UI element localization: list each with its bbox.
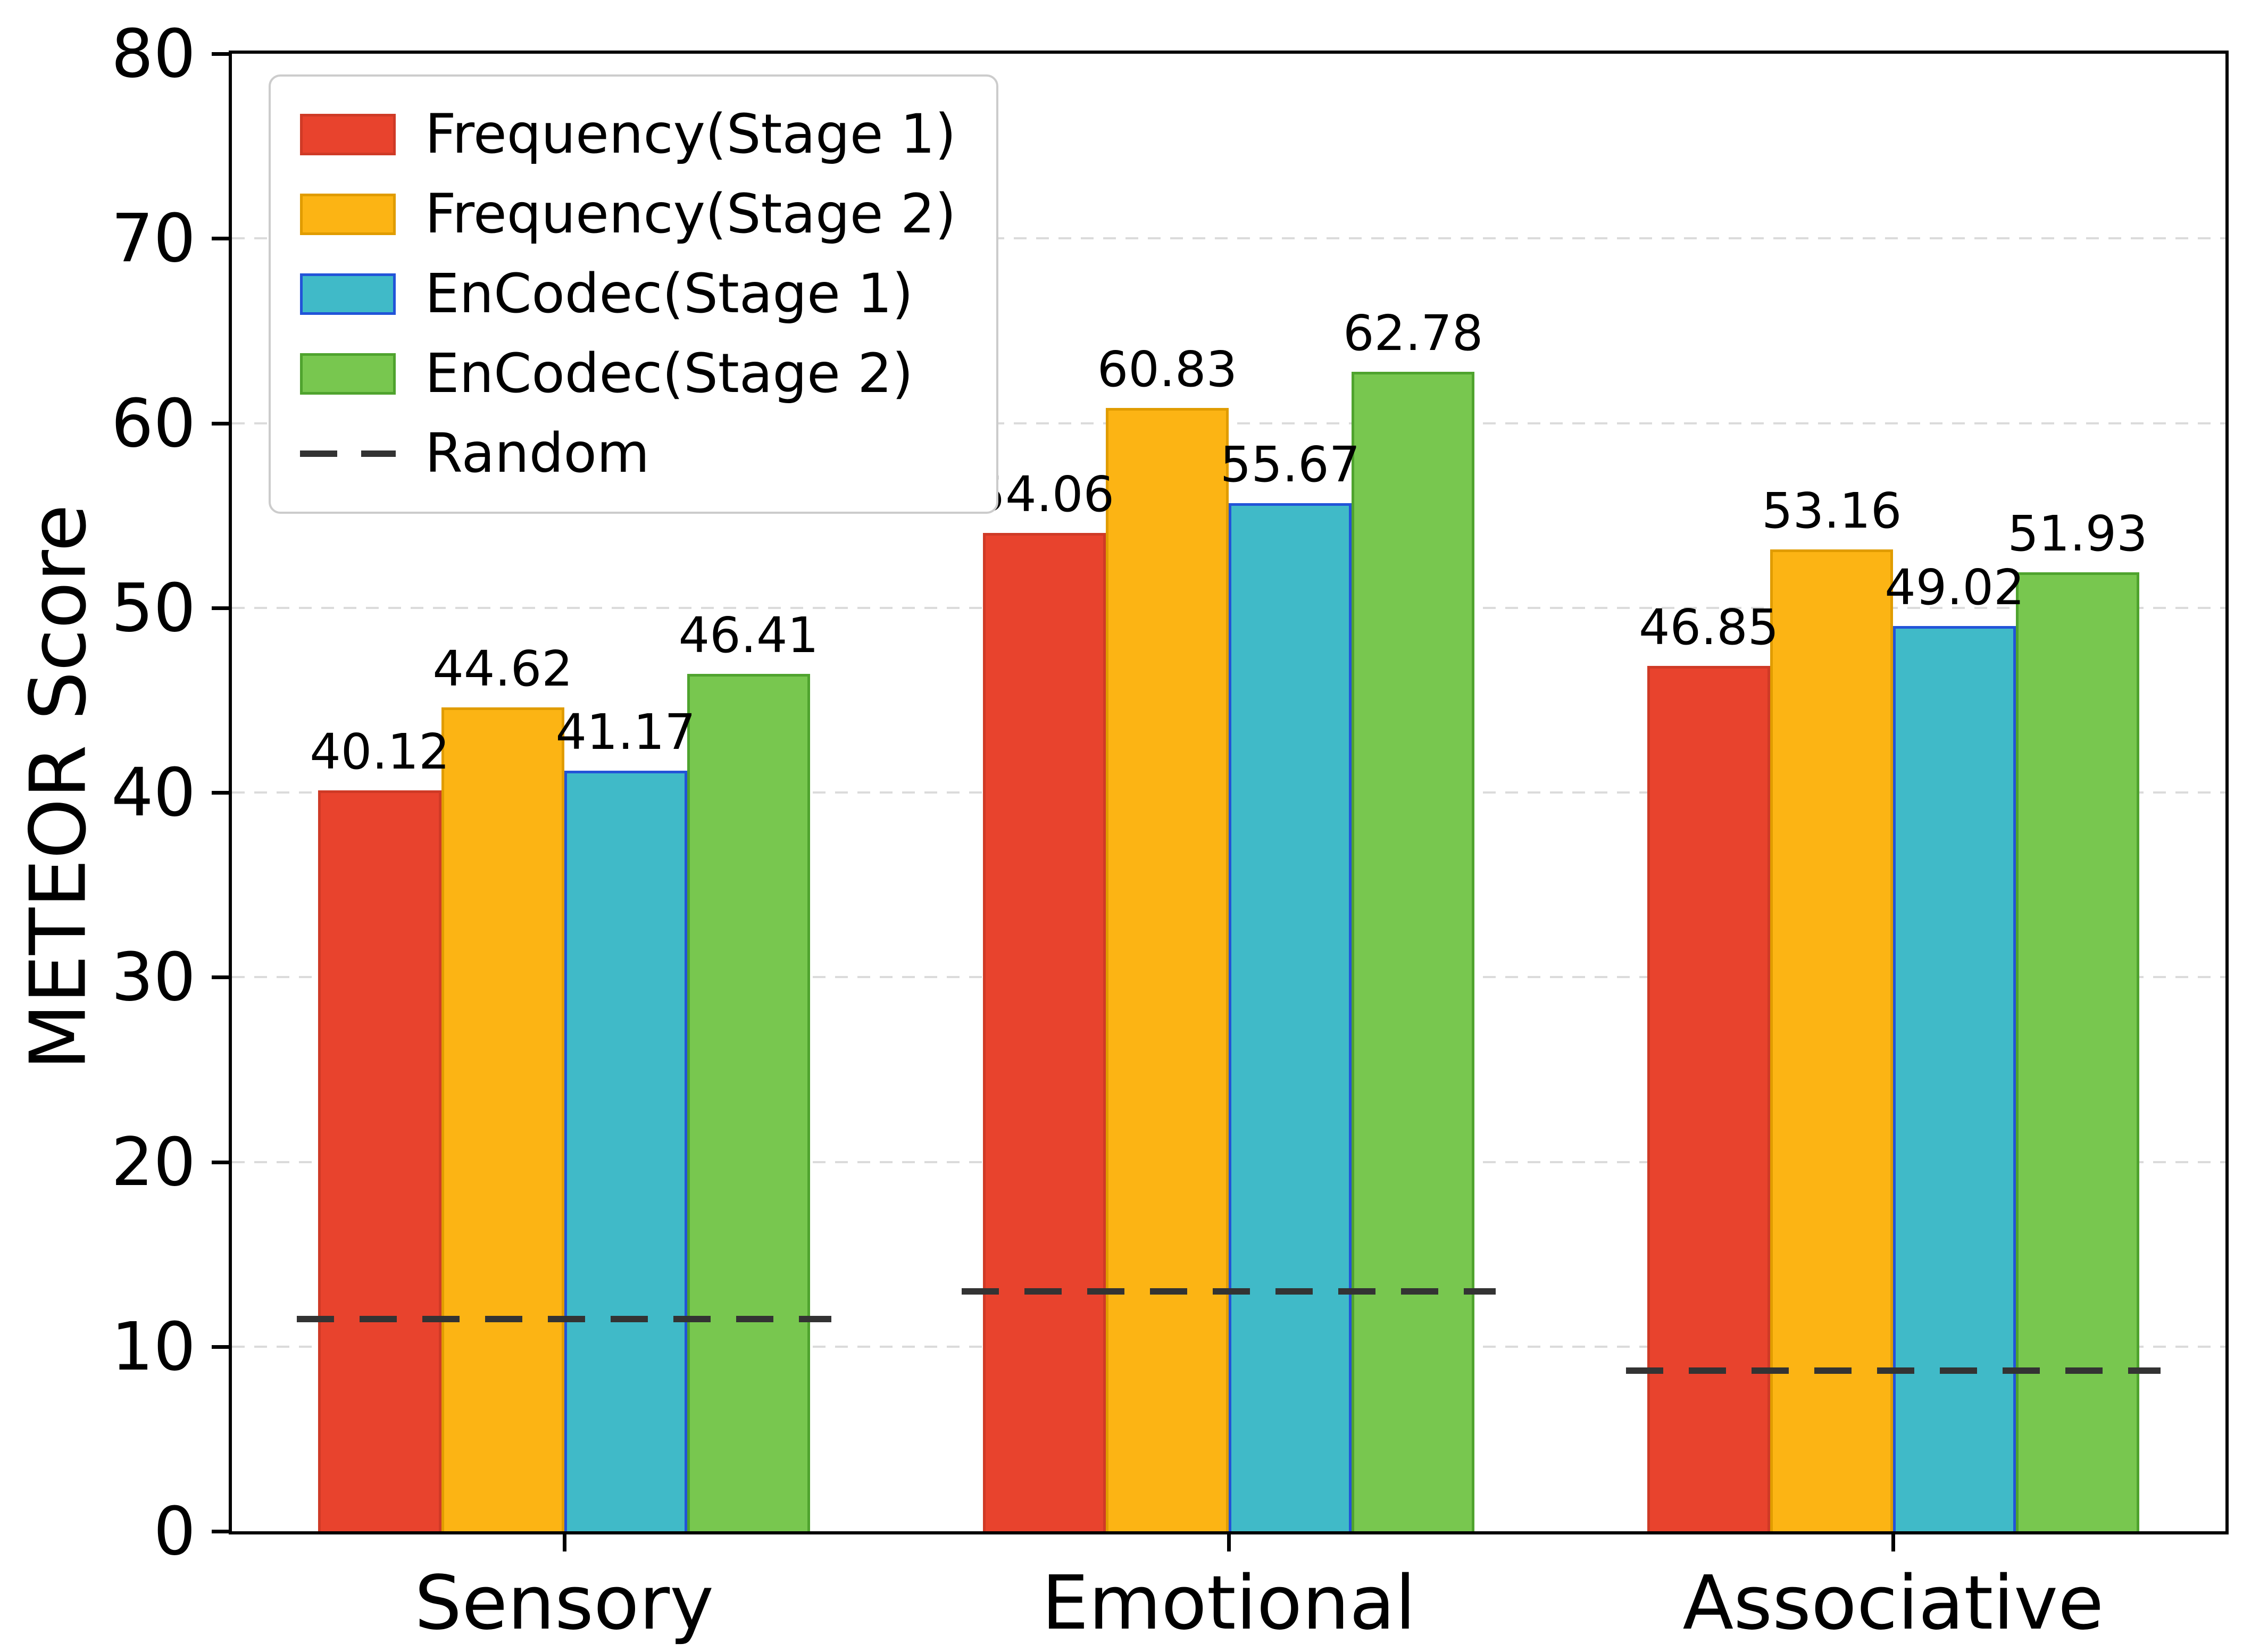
- plot-area: 40.12 44.62 41.17 46.41 54.06 60.83 55.67 62.78…: [229, 51, 2229, 1534]
- bar-value-label: 62.78: [1343, 304, 1483, 362]
- bar-value-label: 49.02: [1885, 558, 2025, 616]
- y-tick: [212, 1530, 229, 1533]
- x-tick-label: Emotional: [1041, 1560, 1416, 1647]
- bar-value-label: 51.93: [2007, 505, 2148, 562]
- y-tick: [212, 237, 229, 241]
- x-tick: [1891, 1534, 1896, 1551]
- legend-dash-swatch: [300, 450, 396, 457]
- x-tick: [562, 1534, 566, 1551]
- bar-value-label: 46.41: [678, 607, 819, 664]
- bar-encodec-stage-2-associative: [2016, 572, 2139, 1531]
- y-tick: [212, 421, 229, 425]
- bar-encodec-stage-2-emotional: [1352, 371, 1475, 1531]
- random-line-associative: [1626, 1367, 2161, 1374]
- x-tick-label: Sensory: [414, 1560, 714, 1647]
- gridline: [232, 422, 2225, 424]
- y-tick: [212, 975, 229, 980]
- bar-value-label: 55.67: [1220, 436, 1361, 493]
- legend-item-encodec-stage-1: EnCodec(Stage 1): [300, 257, 956, 331]
- y-tick-label: 60: [111, 385, 196, 462]
- legend: Frequency(Stage 1) Frequency(Stage 2) EnCo…: [269, 74, 998, 514]
- random-line-emotional: [961, 1288, 1496, 1295]
- bar-value-label: 40.12: [310, 723, 450, 780]
- legend-label: Frequency(Stage 1): [425, 103, 956, 166]
- legend-swatch-frequency-stage-1: [300, 114, 396, 155]
- legend-item-encodec-stage-2: EnCodec(Stage 2): [300, 337, 956, 411]
- gridline: [232, 237, 2225, 240]
- bar-encodec-stage-1-emotional: [1229, 503, 1352, 1531]
- bar-value-label: 60.83: [1097, 340, 1238, 398]
- y-tick-label: 40: [111, 754, 196, 831]
- bar-encodec-stage-1-associative: [1893, 625, 2016, 1531]
- y-tick: [212, 1160, 229, 1164]
- y-tick-label: 30: [111, 939, 196, 1016]
- y-tick: [212, 791, 229, 795]
- bar-frequency-stage-1-associative: [1647, 666, 1771, 1531]
- y-tick-label: 0: [153, 1493, 196, 1570]
- bar-encodec-stage-2-sensory: [687, 674, 810, 1531]
- y-tick: [212, 1345, 229, 1349]
- bar-frequency-stage-2-emotional: [1105, 407, 1229, 1531]
- y-tick-label: 80: [111, 15, 196, 93]
- legend-label: Frequency(Stage 2): [425, 182, 956, 246]
- y-tick: [212, 606, 229, 610]
- legend-item-frequency-stage-2: Frequency(Stage 2): [300, 178, 956, 251]
- y-tick-label: 70: [111, 200, 196, 278]
- x-tick: [1227, 1534, 1231, 1551]
- y-tick-label: 10: [111, 1308, 196, 1386]
- legend-swatch-encodec-stage-2: [300, 353, 396, 395]
- bar-value-label: 41.17: [555, 704, 696, 761]
- legend-item-frequency-stage-1: Frequency(Stage 1): [300, 98, 956, 171]
- bar-frequency-stage-1-sensory: [318, 790, 441, 1531]
- legend-item-random: Random: [300, 417, 956, 490]
- y-tick-label: 20: [111, 1123, 196, 1201]
- bar-value-label: 44.62: [432, 640, 573, 697]
- bar-frequency-stage-2-sensory: [441, 707, 564, 1531]
- x-tick-label: Associative: [1682, 1560, 2104, 1647]
- y-tick: [212, 52, 229, 56]
- bar-frequency-stage-1-emotional: [982, 532, 1106, 1531]
- bar-frequency-stage-2-associative: [1770, 549, 1894, 1531]
- legend-label: EnCodec(Stage 2): [425, 342, 913, 405]
- legend-label: Random: [425, 422, 650, 485]
- bar-value-label: 46.85: [1638, 599, 1779, 656]
- legend-swatch-encodec-stage-1: [300, 273, 396, 315]
- bar-value-label: 53.16: [1762, 482, 1902, 540]
- bar-encodec-stage-1-sensory: [564, 771, 687, 1531]
- legend-swatch-frequency-stage-2: [300, 194, 396, 235]
- y-tick-label: 50: [111, 569, 196, 647]
- legend-label: EnCodec(Stage 1): [425, 262, 913, 326]
- random-line-sensory: [297, 1315, 831, 1322]
